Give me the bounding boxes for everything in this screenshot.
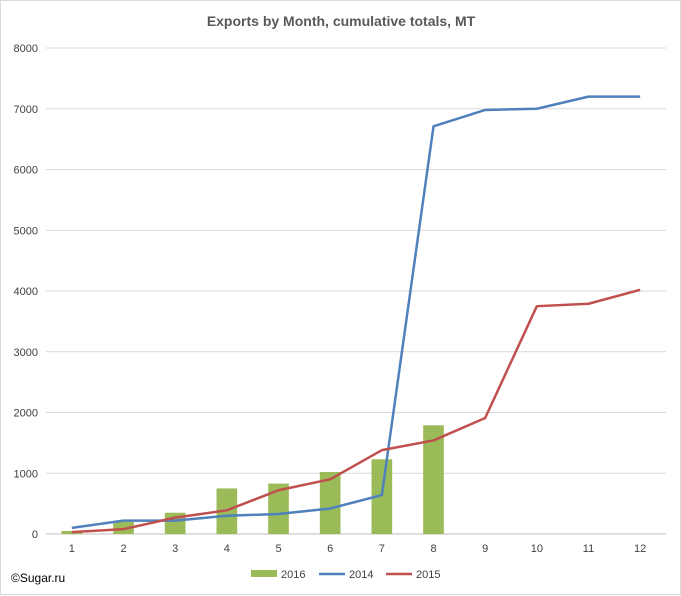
line-2014	[71, 95, 641, 530]
grid	[46, 47, 666, 535]
y-tick-label: 2000	[14, 408, 38, 420]
legend: 2016 2014 2015	[251, 569, 440, 581]
x-tick-label: 3	[172, 543, 178, 555]
legend-label-2016: 2016	[281, 569, 305, 581]
legend-swatch-2016	[251, 570, 277, 577]
bar-2016	[423, 425, 444, 534]
x-tick-label: 1	[69, 543, 75, 555]
y-tick-label: 8000	[14, 43, 38, 55]
chart-title: Exports by Month, cumulative totals, MT	[207, 13, 476, 29]
bar-2016	[371, 459, 393, 534]
x-tick-label: 4	[224, 543, 230, 555]
bar-2016	[61, 530, 83, 534]
x-axis: 1 2 3 4 5 6 7 8 9 10 11 12	[69, 543, 647, 555]
x-tick-label: 2	[120, 543, 126, 555]
bar-2016	[319, 472, 341, 534]
y-tick-label: 1000	[14, 468, 38, 480]
x-tick-label: 8	[430, 543, 436, 555]
bar-2016	[268, 483, 289, 534]
x-tick-label: 11	[583, 543, 594, 555]
y-tick-label: 3000	[14, 347, 38, 359]
x-tick-label: 5	[275, 543, 281, 555]
x-tick-label: 10	[531, 543, 543, 555]
watermark: ©Sugar.ru	[11, 571, 65, 585]
y-tick-label: 0	[32, 529, 38, 541]
y-tick-label: 6000	[14, 165, 38, 177]
x-tick-label: 7	[379, 543, 385, 555]
x-tick-label: 6	[327, 543, 333, 555]
x-tick-label: 12	[634, 543, 646, 555]
y-tick-label: 5000	[14, 225, 38, 237]
y-tick-label: 7000	[14, 104, 38, 116]
legend-label-2015: 2015	[416, 569, 440, 581]
line-2015	[71, 288, 641, 534]
x-tick-label: 9	[482, 543, 488, 555]
legend-label-2014: 2014	[349, 569, 373, 581]
y-axis: 0 1000 2000 3000 4000 5000 6000 7000 8000	[14, 43, 38, 541]
lines	[71, 95, 641, 534]
bars	[61, 425, 444, 534]
y-tick-label: 4000	[14, 286, 38, 298]
